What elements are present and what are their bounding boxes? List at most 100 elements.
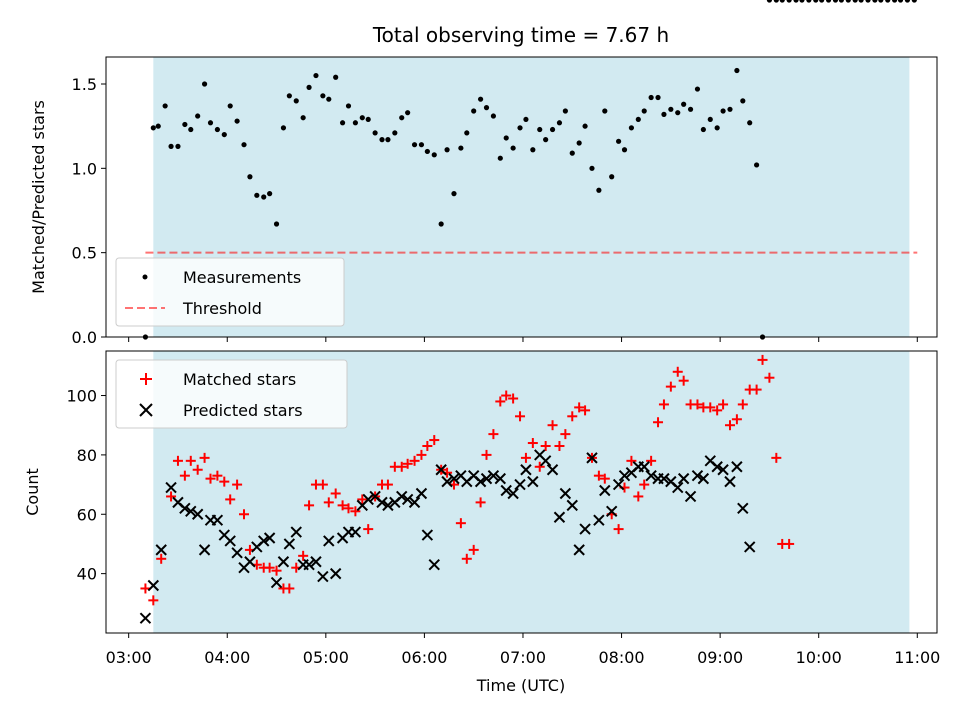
matched-star-point — [357, 494, 368, 505]
measurement-point — [517, 125, 523, 131]
matched-star-point — [540, 440, 551, 451]
measurement-point — [832, 0, 839, 3]
y-tick-label: 100 — [66, 387, 97, 406]
measurement-point — [858, 0, 864, 3]
matched-star-point — [495, 396, 506, 407]
legend-predicted-label: Predicted stars — [183, 401, 303, 420]
measurement-point — [734, 67, 740, 74]
measurement-point — [182, 121, 188, 128]
predicted-star-point — [415, 487, 428, 500]
bottom-legend-box — [115, 359, 348, 429]
predicted-star-point — [441, 475, 453, 488]
top-legend: Measurements Threshold — [115, 257, 345, 327]
measurement-point — [241, 142, 247, 148]
predicted-star-point — [258, 535, 270, 547]
matched-star-point — [179, 470, 190, 481]
matched-star-point — [527, 438, 538, 449]
measurement-point — [740, 98, 746, 104]
matched-star-point — [646, 455, 657, 466]
measurement-point — [675, 110, 681, 116]
predicted-star-point — [303, 559, 315, 571]
matched-star-point — [613, 524, 624, 535]
measurement-point — [793, 0, 799, 3]
predicted-star-point — [711, 461, 723, 473]
measurement-point — [786, 0, 792, 3]
predicted-star-point — [487, 469, 500, 482]
bottom-legend: Matched stars Predicted stars — [115, 359, 348, 429]
matched-star-point — [574, 402, 585, 413]
matched-star-point — [705, 402, 716, 413]
x-tick-label: 06:00 — [401, 648, 447, 667]
predicted-star-point — [224, 535, 236, 547]
x-tick-label: 10:00 — [796, 648, 842, 667]
measurement-point — [471, 108, 477, 114]
matched-star-point — [199, 452, 210, 463]
measurement-point — [261, 194, 267, 200]
measurement-point — [799, 0, 805, 3]
predicted-star-point — [520, 464, 532, 476]
predicted-star-point — [362, 493, 374, 506]
chart-title: Total observing time = 7.67 h — [372, 23, 669, 47]
predicted-star-point — [428, 559, 440, 571]
matched-star-point — [580, 405, 591, 416]
measurement-point — [773, 0, 779, 3]
measurement-point — [714, 125, 720, 131]
measurement-point — [819, 0, 825, 3]
matched-star-point — [468, 544, 479, 555]
matched-star-point — [712, 405, 723, 416]
legend-measurements-marker — [142, 274, 148, 280]
measurement-point — [720, 108, 726, 114]
predicted-star-point — [191, 508, 204, 520]
measurement-point — [464, 130, 470, 136]
matched-star-point — [599, 473, 610, 484]
measurement-point — [254, 192, 260, 198]
predicted-star-point — [579, 523, 591, 535]
matched-star-point — [764, 372, 775, 383]
matched-star-point — [343, 503, 354, 514]
matched-star-point — [547, 420, 558, 431]
predicted-star-point — [382, 499, 394, 512]
predicted-star-point — [165, 481, 177, 494]
predicted-star-point — [697, 472, 710, 485]
x-tick-label: 05:00 — [303, 648, 349, 667]
legend-measurements-label: Measurements — [183, 268, 301, 287]
measurement-point — [280, 125, 287, 131]
top-legend-box — [115, 257, 345, 327]
predicted-star-point — [198, 544, 211, 556]
matched-star-point — [724, 420, 735, 431]
predicted-star-point — [277, 556, 290, 568]
matched-star-point — [205, 473, 216, 484]
legend-predicted-marker — [139, 403, 153, 417]
measurement-point — [286, 93, 292, 99]
predicted-star-point — [290, 526, 302, 538]
measurement-point — [345, 103, 352, 109]
measurement-point — [556, 120, 563, 126]
predicted-star-point — [500, 484, 512, 497]
predicted-star-point — [559, 487, 572, 500]
predicted-star-point — [231, 547, 243, 559]
x-tick-label: 11:00 — [894, 648, 940, 667]
measurement-point — [273, 221, 280, 227]
y-tick-label: 40 — [77, 565, 97, 584]
measurement-point — [661, 111, 667, 117]
measurement-point — [655, 94, 661, 101]
measurement-point — [418, 142, 425, 148]
predicted-star-point — [494, 472, 507, 485]
predicted-star-point — [539, 455, 552, 467]
measurement-point — [483, 105, 490, 111]
measurement-point — [825, 0, 832, 3]
measurement-point — [537, 126, 543, 133]
predicted-star-point — [573, 544, 585, 556]
measurement-point — [838, 0, 844, 3]
measurement-point — [168, 143, 174, 149]
y-tick-label: 1.0 — [72, 159, 97, 178]
matched-star-point — [481, 449, 492, 460]
measurement-point — [214, 126, 220, 133]
predicted-star-point — [612, 478, 625, 491]
measurement-point — [201, 81, 208, 87]
matched-star-point — [731, 414, 742, 425]
predicted-star-point — [396, 490, 408, 503]
x-tick-label: 04:00 — [204, 648, 250, 667]
measurement-point — [503, 135, 509, 141]
